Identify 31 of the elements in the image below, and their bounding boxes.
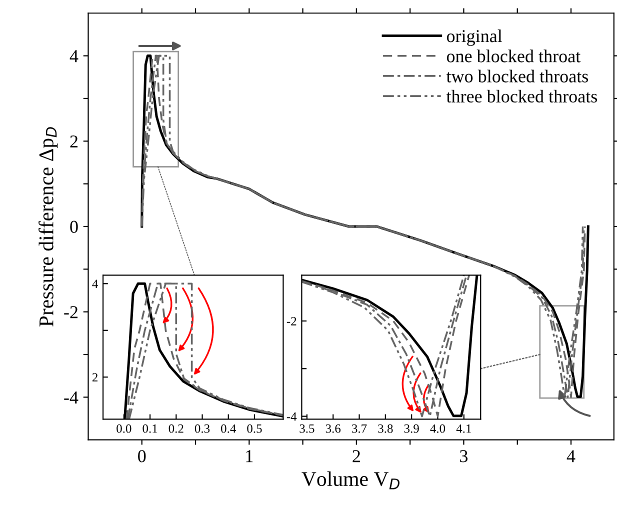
- x-tick-label: 3.9: [404, 424, 419, 433]
- x-tick-label: 0.5: [247, 424, 262, 433]
- x-axis-title: Volume V$_{D}$: [302, 471, 400, 490]
- legend-label: original: [446, 29, 502, 46]
- x-tick-label: 0.1: [142, 424, 158, 433]
- x-tick-label: 3: [460, 450, 468, 462]
- x-tick-label: 4.1: [456, 424, 471, 433]
- legend-label: two blocked throats: [446, 70, 588, 82]
- x-tick-label: 3.6: [326, 424, 341, 433]
- y-tick-label: -2: [64, 306, 78, 318]
- x-tick-label: 0.0: [116, 424, 132, 433]
- x-tick-label: 3.8: [378, 424, 393, 433]
- x-tick-label: 0.2: [168, 424, 184, 433]
- legend-label: three blocked throats: [446, 90, 598, 103]
- x-tick-label: 3.7: [352, 424, 367, 433]
- x-tick-label: 4: [566, 450, 576, 462]
- x-tick-label: 3.5: [300, 424, 314, 433]
- y-tick-label: -2: [286, 317, 296, 326]
- y-tick-label: 0: [70, 220, 78, 233]
- x-tick-label: 0.4: [221, 424, 236, 433]
- y-axis-title: Pressure difference Δp$_{D}$: [38, 127, 58, 327]
- x-tick-label: 0: [138, 450, 146, 462]
- y-tick-label: -4: [64, 392, 78, 404]
- x-tick-label: 0.3: [194, 424, 210, 433]
- x-tick-label: 2: [352, 450, 360, 462]
- y-tick-label: 4: [70, 50, 78, 62]
- x-tick-label: 1: [246, 450, 253, 462]
- legend-label: one blocked throat: [446, 50, 581, 62]
- y-tick-label: 2: [70, 135, 78, 148]
- y-tick-label: -4: [286, 412, 297, 421]
- x-tick-label: 4.0: [430, 424, 446, 433]
